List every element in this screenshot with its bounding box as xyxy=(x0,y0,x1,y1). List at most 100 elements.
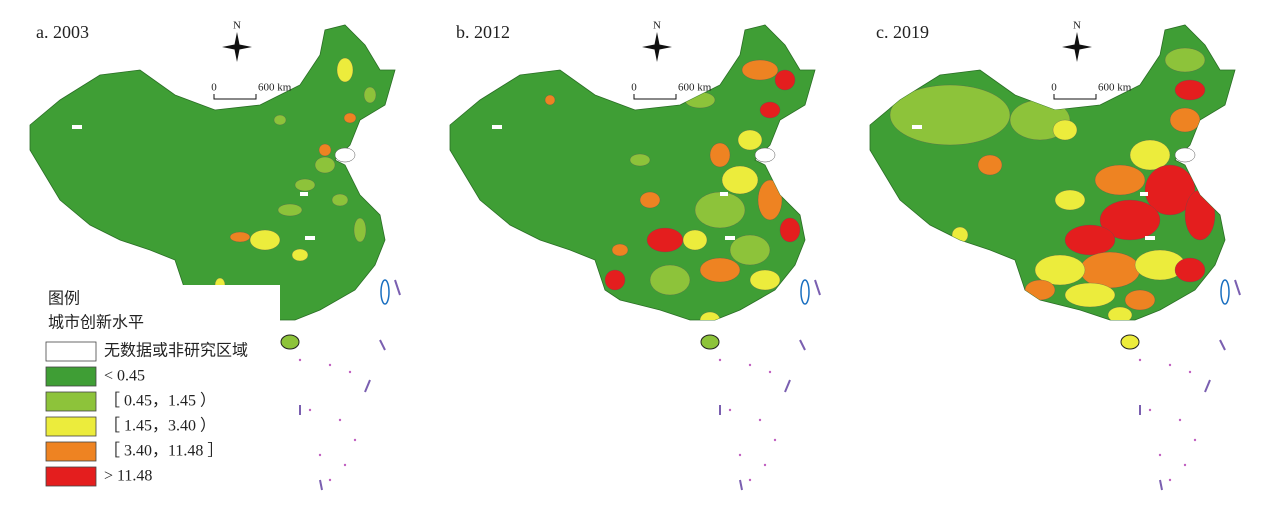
island-dot xyxy=(338,418,342,422)
region xyxy=(1124,289,1156,311)
region xyxy=(336,57,354,83)
legend-label: ［ 1.45，3.40 ） xyxy=(104,417,216,435)
legend-label: < 0.45 xyxy=(104,368,145,385)
scale-bar xyxy=(1053,94,1097,100)
no-data-region xyxy=(300,192,308,196)
compass xyxy=(1062,32,1092,62)
legend-swatch xyxy=(45,466,97,487)
no-data-region xyxy=(1140,192,1148,196)
region xyxy=(1169,107,1201,133)
boundary-dash xyxy=(784,379,791,393)
region xyxy=(1079,251,1141,289)
scale-zero: 0 xyxy=(1051,82,1057,94)
no-data-region xyxy=(72,125,82,129)
region xyxy=(1034,254,1086,286)
hainan xyxy=(700,334,720,350)
legend-title: 图例 xyxy=(48,290,80,308)
region xyxy=(1184,189,1216,241)
boundary-dash xyxy=(814,279,821,296)
no-data-region xyxy=(305,236,315,240)
no-data-region xyxy=(912,125,922,129)
sea xyxy=(754,147,776,163)
no-data-region xyxy=(720,192,728,196)
legend-swatch xyxy=(45,341,97,362)
legend-swatch xyxy=(45,391,97,412)
region xyxy=(291,248,309,262)
hainan xyxy=(1120,334,1140,350)
north-label: N xyxy=(233,20,241,32)
region xyxy=(646,227,684,253)
island-dot xyxy=(348,370,352,374)
island-dot xyxy=(1138,358,1142,362)
region xyxy=(951,226,969,244)
region xyxy=(1144,164,1196,216)
map-panel: b. 2012 N 0 600 km xyxy=(449,20,821,491)
north-label: N xyxy=(1073,20,1081,32)
island-dot xyxy=(298,358,302,362)
region xyxy=(1107,306,1133,320)
region xyxy=(314,156,336,174)
region xyxy=(1054,189,1086,211)
region xyxy=(779,217,801,243)
boundary-dash xyxy=(319,479,323,491)
region xyxy=(721,165,759,195)
compass xyxy=(222,32,252,62)
island-dot xyxy=(1178,418,1182,422)
region xyxy=(1174,257,1206,283)
region xyxy=(318,143,332,157)
legend-swatch xyxy=(45,416,97,437)
region xyxy=(277,203,303,217)
region xyxy=(757,179,783,221)
region xyxy=(699,311,721,320)
legend-subtitle: 城市创新水平 xyxy=(48,314,144,332)
region xyxy=(291,48,309,62)
legend-swatch xyxy=(45,441,97,462)
region xyxy=(343,112,357,124)
island-dot xyxy=(1193,438,1197,442)
region xyxy=(1064,282,1116,308)
island-dot xyxy=(318,453,322,457)
region xyxy=(1164,47,1206,73)
region xyxy=(1024,279,1056,301)
taiwan xyxy=(380,279,390,305)
boundary-dash xyxy=(1234,279,1241,296)
region xyxy=(741,59,779,81)
map-panel: c. 2019 N 0 600 km xyxy=(869,20,1241,491)
no-data-region xyxy=(725,236,735,240)
hainan xyxy=(280,334,300,350)
region xyxy=(229,231,251,243)
region xyxy=(1052,119,1078,141)
panel-title: b. 2012 xyxy=(456,22,510,42)
map-panel: a. 2003 N 0 600 km xyxy=(29,20,401,491)
region xyxy=(273,114,287,126)
island-dot xyxy=(738,453,742,457)
scale-bar xyxy=(633,94,677,100)
island-dot xyxy=(768,370,772,374)
legend-label: ［ 0.45，1.45 ） xyxy=(104,392,216,410)
region xyxy=(629,153,651,167)
region xyxy=(544,94,556,106)
taiwan xyxy=(1220,279,1230,305)
region-layer xyxy=(889,47,1216,320)
region xyxy=(353,217,367,243)
region xyxy=(977,154,1003,176)
island-dot xyxy=(1188,370,1192,374)
no-data-region xyxy=(1145,236,1155,240)
boundary-dash xyxy=(739,479,743,491)
island-dot xyxy=(758,418,762,422)
scale-distance: 600 km xyxy=(678,82,712,94)
boundary-dash xyxy=(1219,339,1226,351)
island-dot xyxy=(1158,453,1162,457)
island-dot xyxy=(1183,463,1187,467)
region-layer xyxy=(72,48,377,293)
region xyxy=(1129,139,1171,171)
scale-bar xyxy=(213,94,257,100)
region xyxy=(682,229,708,251)
scale-zero: 0 xyxy=(211,82,217,94)
sea xyxy=(1174,147,1196,163)
no-data-region xyxy=(492,125,502,129)
island-dot xyxy=(773,438,777,442)
boundary-dash xyxy=(379,339,386,351)
